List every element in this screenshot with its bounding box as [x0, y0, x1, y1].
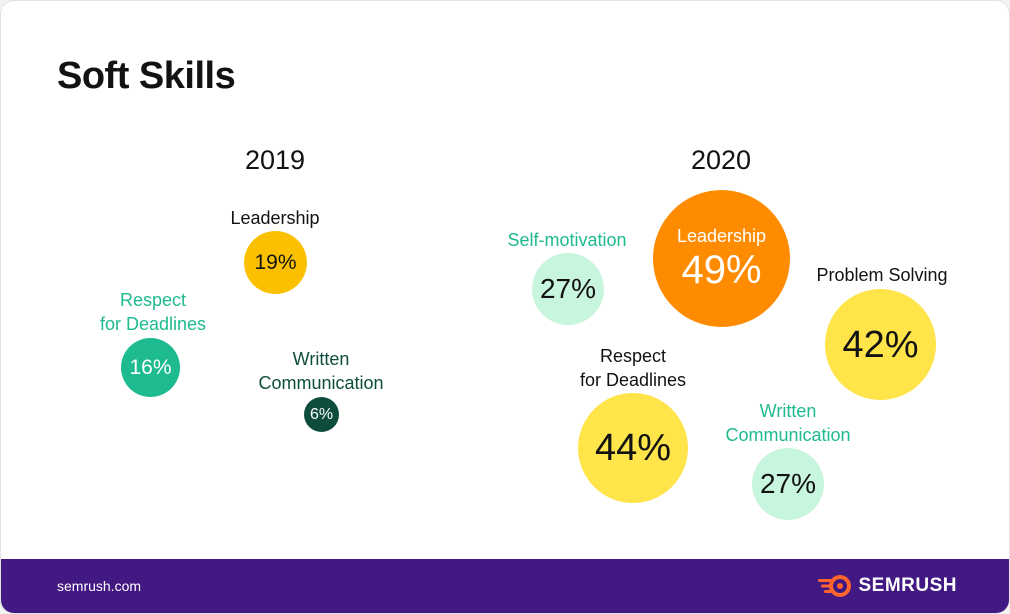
label-2019-leadership: Leadership [230, 208, 320, 228]
bubble-2019-respect: 16% [121, 338, 180, 397]
semrush-flame-icon [818, 575, 852, 597]
label-2019-written: Written Communication [258, 349, 384, 393]
label-2020-self-motivation: Self-motivation [507, 230, 627, 250]
value-2020-respect: 44% [594, 427, 672, 469]
value-2020-problem-solving: 42% [842, 323, 919, 366]
year-title-2019: 2019 [244, 145, 306, 175]
bubble-2019-written: 6% [304, 397, 339, 432]
bubble-2020-written: 27% [752, 448, 824, 520]
label-2020-problem-solving: Problem Solving [816, 265, 948, 285]
value-2020-self-motivation: 27% [539, 273, 597, 304]
semrush-logo: SEMRUSH [816, 573, 957, 599]
footer-bar: semrush.com SEMRUSH [1, 559, 1009, 613]
value-2019-written: 6% [309, 405, 334, 423]
value-2019-leadership: 19% [254, 251, 297, 274]
bubble-2020-respect: 44% [578, 393, 688, 503]
label-2019-respect: Respect for Deadlines [99, 290, 207, 334]
bubble-2020-problem-solving: 42% [825, 289, 936, 400]
bubble-2019-leadership: 19% [244, 231, 307, 294]
value-2020-leadership: 49% [681, 248, 762, 293]
value-2019-respect: 16% [129, 356, 172, 379]
footer-site-link[interactable]: semrush.com [57, 578, 142, 594]
label-2020-written: Written Communication [725, 401, 851, 445]
year-title-2020: 2020 [690, 145, 752, 175]
chart-title: Soft Skills [57, 55, 236, 97]
semrush-wordmark: SEMRUSH [858, 575, 957, 596]
bubble-2020-self-motivation: 27% [532, 253, 604, 325]
value-2020-written: 27% [759, 468, 817, 499]
label-2020-leadership: Leadership [676, 225, 767, 246]
bubble-2020-leadership: Leadership 49% [653, 190, 790, 327]
label-2020-respect: Respect for Deadlines [579, 346, 687, 390]
